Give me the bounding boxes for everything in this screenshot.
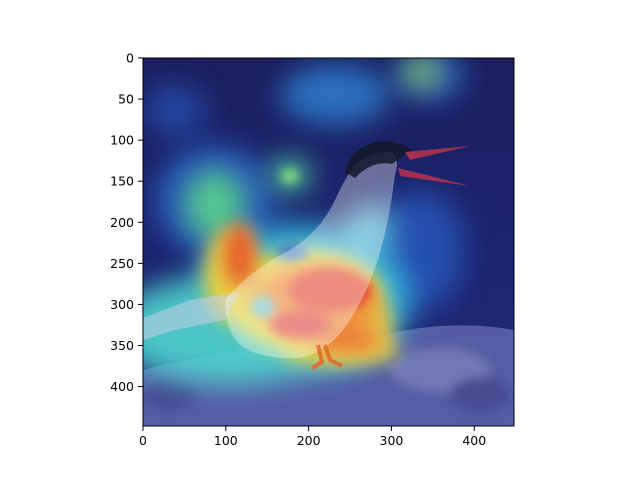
y-tick-label: 350 [110,338,134,353]
bird-legs [310,344,343,370]
x-tick-label: 300 [380,433,404,448]
y-tick-label: 200 [110,215,134,230]
y-tick-label: 300 [110,297,134,312]
y-tick-label: 400 [110,379,134,394]
bird-beak-lower [398,168,470,186]
y-tick-label: 250 [110,256,134,271]
y-axis: 0 50 100 150 200 250 300 350 400 [110,51,143,394]
x-tick-label: 400 [462,433,486,448]
x-tick-label: 100 [214,433,238,448]
bird-photo [143,141,470,370]
y-tick-label: 0 [126,51,134,66]
bird-tail [143,292,240,340]
y-tick-label: 100 [110,133,134,148]
y-tick-label: 150 [110,174,134,189]
x-axis: 0 100 200 300 400 [139,426,486,448]
plot-area [143,58,514,426]
x-tick-label: 200 [297,433,321,448]
axes-frame [142,57,515,427]
x-tick-label: 0 [139,433,147,448]
bird-body [225,151,397,359]
bird-head-cap [345,141,412,178]
bird-beak-upper [405,146,470,160]
y-tick-label: 50 [118,92,134,107]
